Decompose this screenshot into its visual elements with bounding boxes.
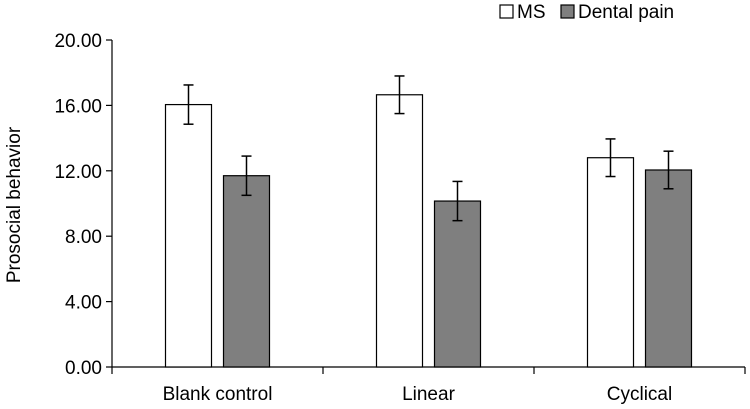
error-bars-layer	[183, 75, 674, 222]
bar-dental-pain	[433, 200, 482, 368]
y-tick-label: 0.00	[65, 358, 102, 379]
bar-ms	[164, 103, 213, 368]
bar-ms	[375, 94, 424, 368]
y-axis-title: Prosocial behavior	[4, 126, 25, 283]
bar-dental-pain	[644, 169, 693, 368]
x-tick-label: Blank control	[163, 384, 273, 405]
x-tick-label: Linear	[402, 384, 455, 405]
legend-label-dental-pain: Dental pain	[578, 2, 674, 23]
bar-dental-pain	[222, 175, 271, 368]
y-tick-label: 4.00	[65, 293, 102, 314]
legend-label-ms: MS	[517, 2, 546, 23]
y-tick-label: 20.00	[54, 31, 102, 52]
y-tick-label: 16.00	[54, 96, 102, 117]
y-tick-label: 8.00	[65, 227, 102, 248]
chart-legend: MS Dental pain	[499, 2, 674, 23]
legend-swatch-dental-pain	[560, 4, 575, 19]
y-axis: 0.00 4.00 8.00 12.00 16.00 20.00	[54, 31, 113, 379]
x-tick-label: Cyclical	[607, 384, 672, 405]
y-tick-label: 12.00	[54, 162, 102, 183]
x-axis: Blank control Linear Cyclical	[111, 366, 746, 405]
legend-swatch-ms	[499, 4, 514, 19]
bar-ms	[586, 157, 635, 368]
bars-layer	[164, 94, 693, 368]
